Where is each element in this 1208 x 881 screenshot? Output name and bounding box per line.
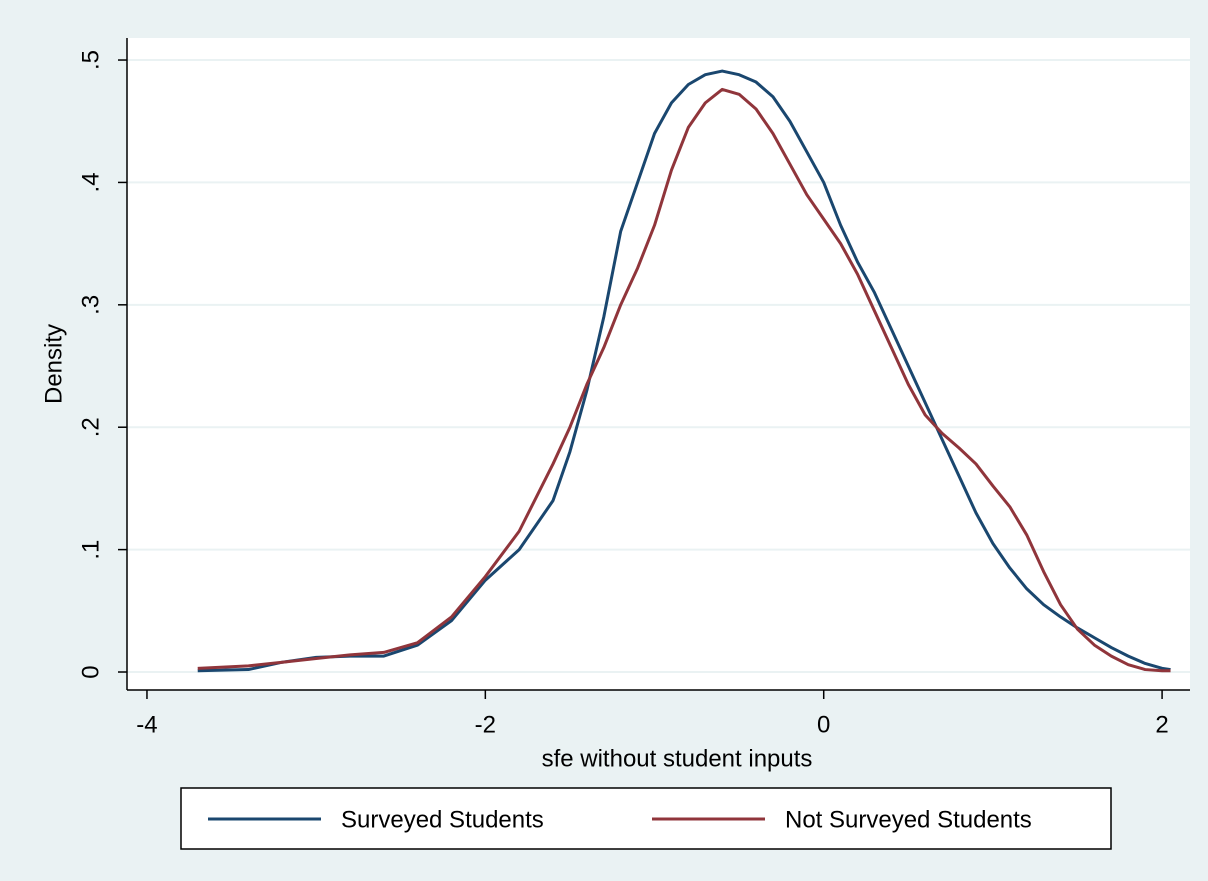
line-series <box>197 87 1171 673</box>
x-tick-label: -2 <box>475 711 496 738</box>
y-tick-label: .2 <box>77 417 104 437</box>
y-axis-title: Density <box>40 324 67 404</box>
y-tick-label: .3 <box>77 295 104 315</box>
line-series <box>197 69 1171 673</box>
x-tick-label: -4 <box>136 711 157 738</box>
y-tick-label: .1 <box>77 540 104 560</box>
legend <box>180 787 1112 850</box>
plot-area <box>127 38 1190 690</box>
legend-label: Surveyed Students <box>341 806 544 833</box>
y-tick-label: .4 <box>77 172 104 192</box>
legend-label: Not Surveyed Students <box>785 806 1032 833</box>
y-tick-label: 0 <box>77 665 104 678</box>
x-tick-label: 0 <box>817 711 830 738</box>
x-axis-title: sfe without student inputs <box>542 745 813 772</box>
y-tick-label: .5 <box>77 50 104 70</box>
x-tick-label: 2 <box>1155 711 1168 738</box>
